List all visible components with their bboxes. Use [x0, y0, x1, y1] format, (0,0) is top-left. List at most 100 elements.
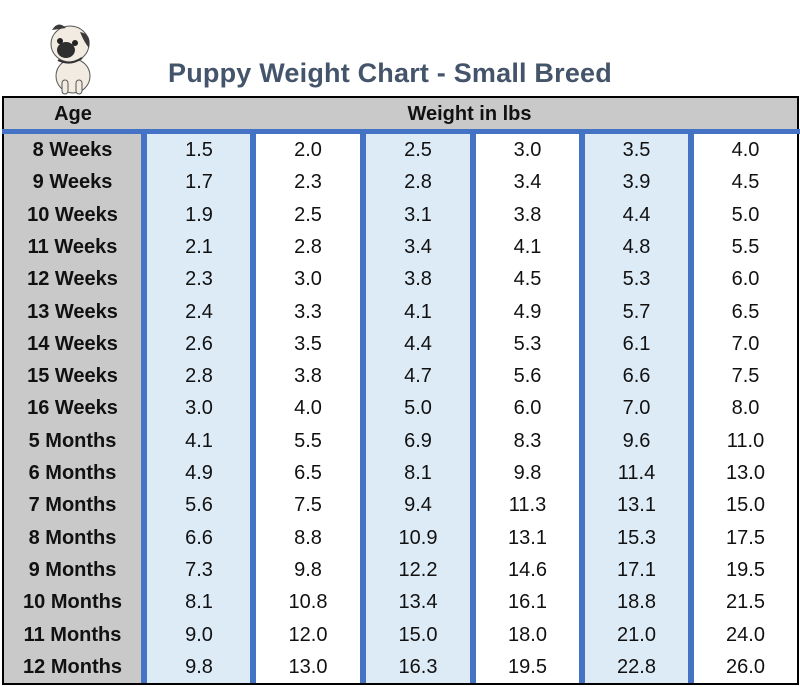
weight-cell: 9.8: [294, 558, 322, 581]
weight-cell: 1.9: [185, 203, 213, 226]
weight-cell: 9.4: [404, 494, 432, 517]
weight-cell: 13.1: [617, 494, 656, 517]
weight-cell: 2.8: [294, 235, 322, 258]
weight-cell: 5.3: [513, 332, 542, 355]
weight-cell: 16.3: [398, 655, 438, 678]
weight-cell: 4.4: [404, 332, 432, 355]
age-cell: 10 Weeks: [27, 203, 118, 226]
weight-cell: 8.8: [294, 526, 322, 549]
weight-cell: 7.0: [622, 397, 651, 420]
weight-cell: 6.0: [731, 268, 760, 291]
weight-cell: 9.8: [185, 655, 213, 678]
age-cell: 16 Weeks: [27, 397, 118, 420]
weight-cell: 2.5: [294, 203, 322, 226]
weight-cell: 22.8: [617, 655, 656, 678]
age-cell: 6 Months: [28, 462, 117, 484]
weight-cell: 19.5: [726, 558, 765, 581]
weight-cell: 6.1: [622, 332, 651, 355]
weight-cell: 3.4: [404, 235, 432, 258]
weight-cell: 13.0: [726, 462, 765, 484]
weight-cell: 4.9: [513, 300, 542, 323]
weight-cell: 6.6: [185, 526, 213, 549]
weight-cell: 13.1: [508, 526, 547, 549]
weight-cell: 7.0: [731, 332, 760, 355]
weight-cell: 5.0: [404, 397, 432, 420]
weight-cell: 3.5: [294, 332, 322, 355]
column-separator: [470, 134, 476, 683]
weight-cell: 26.0: [726, 655, 765, 678]
header-divider: [2, 129, 800, 134]
weight-cell: 6.6: [622, 365, 651, 388]
weight-cell: 5.6: [185, 494, 213, 517]
weight-cell: 4.5: [731, 171, 760, 194]
weight-cell: 4.5: [513, 268, 542, 291]
weight-cell: 24.0: [726, 623, 765, 646]
weight-cell: 7.5: [731, 365, 760, 388]
weight-cell: 2.8: [404, 171, 432, 194]
weight-cell: 17.1: [617, 558, 656, 581]
weight-table: Age Weight in lbs 8 Weeks 1.5 2.0 2.5 3.0 3.5…: [2, 96, 800, 685]
weight-cell: 6.0: [513, 397, 542, 420]
weight-cell: 2.3: [294, 171, 322, 194]
age-cell: 9 Weeks: [32, 171, 113, 194]
weight-cell: 2.5: [404, 139, 432, 161]
weight-cell: 3.8: [513, 203, 542, 226]
weight-cell: 4.1: [404, 300, 432, 323]
column-separator: [250, 134, 256, 683]
weight-cell: 21.5: [726, 591, 765, 614]
weight-cell: 4.7: [404, 365, 432, 388]
age-cell: 12 Weeks: [27, 268, 118, 291]
weight-cell: 5.7: [622, 300, 651, 323]
weight-cell: 6.5: [731, 300, 760, 323]
weight-cell: 8.1: [185, 591, 213, 614]
age-cell: 9 Months: [28, 558, 117, 581]
weight-cell: 5.5: [294, 429, 322, 452]
weight-cell: 18.0: [508, 623, 547, 646]
weight-cell: 3.4: [513, 171, 542, 194]
age-column: [4, 134, 141, 683]
weight-cell: 1.7: [185, 171, 213, 194]
weight-cell: 3.8: [294, 365, 322, 388]
weight-cell: 12.0: [288, 623, 328, 646]
weight-cell: 2.0: [294, 139, 322, 161]
weight-cell: 2.8: [185, 365, 213, 388]
weight-cell: 2.6: [185, 332, 213, 355]
weight-cell: 5.3: [622, 268, 651, 291]
column-separator: [360, 134, 366, 683]
weight-cell: 15.0: [398, 623, 438, 646]
weight-cell: 3.9: [622, 171, 651, 194]
page-title: Puppy Weight Chart - Small Breed: [168, 58, 612, 88]
weight-cell: 17.5: [726, 526, 765, 549]
weight-cell: 21.0: [617, 623, 656, 646]
weight-cell: 13.0: [288, 655, 328, 678]
weight-cell: 10.9: [398, 526, 438, 549]
weight-cell: 8.0: [731, 397, 760, 420]
age-cell: 8 Weeks: [32, 139, 113, 161]
weight-cell: 13.4: [398, 591, 438, 614]
weight-cell: 4.0: [731, 139, 760, 161]
column-separator: [579, 134, 585, 683]
weight-cell: 2.4: [185, 300, 213, 323]
weight-cell: 2.3: [185, 268, 213, 291]
weight-column-3: [366, 134, 470, 683]
age-cell: 11 Weeks: [27, 235, 118, 258]
weight-cell: 6.9: [404, 429, 432, 452]
weight-column-4: [476, 134, 579, 683]
weight-cell: 16.1: [508, 591, 547, 614]
weight-cell: 4.1: [185, 429, 213, 452]
weight-cell: 11.0: [726, 429, 765, 452]
weight-cell: 3.8: [404, 268, 432, 291]
age-cell: 12 Months: [23, 655, 122, 678]
weight-cell: 3.5: [622, 139, 651, 161]
weight-cell: 18.8: [617, 591, 656, 614]
weight-column-1: [147, 134, 251, 683]
age-cell: 13 Weeks: [27, 300, 118, 323]
age-cell: 11 Months: [23, 623, 122, 646]
weight-cell: 4.4: [622, 203, 651, 226]
weight-cell: 9.0: [185, 623, 213, 646]
weight-cell: 3.1: [404, 203, 432, 226]
weight-cell: 5.6: [513, 365, 542, 388]
weight-cell: 3.0: [185, 397, 213, 420]
age-header: Age: [54, 103, 92, 125]
age-cell: 5 Months: [28, 429, 117, 452]
